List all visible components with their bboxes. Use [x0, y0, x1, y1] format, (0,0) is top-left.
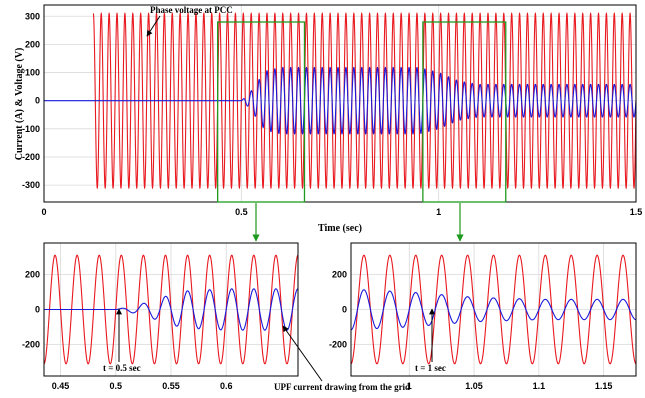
current-line — [44, 288, 299, 331]
x-tick-label: 0.45 — [52, 381, 70, 391]
zoom-window-2 — [422, 21, 507, 203]
zoom-chart-left: 200 0 -200 0.45 0.5 0.55 0.6 t = 0.5 sec — [22, 242, 299, 391]
zoom-left-y-tick-labels: 200 0 -200 — [22, 270, 40, 350]
zoom-right-voltage-series — [350, 254, 637, 365]
zoom-right-grid — [351, 243, 636, 376]
y-tick-label: 100 — [25, 68, 40, 78]
upf-annotation-arrow — [282, 325, 323, 382]
x-tick-label: 1 — [436, 207, 441, 217]
y-tick-label: 0 — [35, 305, 40, 315]
current-line — [44, 66, 637, 135]
x-tick-label: 0.55 — [162, 381, 180, 391]
zoom-left-plot-frame — [43, 242, 299, 377]
y-tick-label: 0 — [342, 305, 347, 315]
current-line — [350, 289, 637, 331]
zoom-right-x-tick-labels: 1 1.05 1.1 1.15 — [407, 381, 613, 391]
x-axis-label: Time (sec) — [318, 223, 362, 234]
y-axis-label: Current (A) & Voltage (V) — [14, 48, 25, 161]
main-x-tick-labels: 0 0.5 1 1.5 — [41, 207, 642, 217]
y-tick-label: 0 — [35, 96, 40, 106]
y-tick-label: -100 — [22, 124, 40, 134]
x-tick-label: 0.5 — [110, 381, 123, 391]
x-tick-label: 1.15 — [595, 381, 613, 391]
x-tick-label: 0 — [41, 207, 46, 217]
x-tick-label: 1.05 — [465, 381, 483, 391]
upf-current-annotation: UPF current drawing from the grid — [274, 382, 410, 392]
main-y-tick-labels: 300 200 100 0 -100 -200 -300 — [22, 11, 40, 190]
zoom-window-1 — [217, 21, 306, 203]
y-tick-label: 200 — [332, 270, 347, 280]
main-chart: 300 200 100 0 -100 -200 -300 0 0.5 1 1.5 Current … — [14, 4, 642, 242]
voltage-line — [92, 12, 637, 190]
x-tick-label: 1.1 — [533, 381, 546, 391]
voltage-annotation: Phase voltage at PCC — [150, 5, 233, 15]
y-tick-label: -200 — [22, 340, 40, 350]
zoom-right-current-series — [350, 289, 637, 331]
y-tick-label: -200 — [22, 152, 40, 162]
zoom-chart-right: 200 0 -200 1 1.05 1.1 1.15 t = 1 sec UPF curr… — [274, 242, 637, 392]
y-tick-label: 300 — [25, 11, 40, 21]
main-voltage-series — [92, 12, 637, 190]
y-tick-label: 200 — [25, 39, 40, 49]
voltage-annotation-arrow — [146, 15, 161, 37]
zoom-left-x-tick-labels: 0.45 0.5 0.55 0.6 — [52, 381, 233, 391]
x-tick-label: 0.5 — [235, 207, 248, 217]
zoom-left-current-series — [44, 288, 299, 331]
x-tick-label: 0.6 — [220, 381, 233, 391]
x-tick-label: 1 — [407, 381, 412, 391]
main-plot-frame — [43, 4, 637, 203]
t-05-annotation: t = 0.5 sec — [103, 363, 141, 373]
y-tick-label: 200 — [25, 270, 40, 280]
main-current-series — [44, 66, 637, 135]
t-1-annotation: t = 1 sec — [415, 363, 446, 373]
y-tick-label: -300 — [22, 180, 40, 190]
y-tick-label: -200 — [329, 340, 347, 350]
voltage-line — [350, 254, 637, 365]
zoom-right-plot-frame — [350, 242, 637, 377]
x-tick-label: 1.5 — [630, 207, 643, 217]
zoom-right-y-tick-labels: 200 0 -200 — [329, 270, 347, 350]
